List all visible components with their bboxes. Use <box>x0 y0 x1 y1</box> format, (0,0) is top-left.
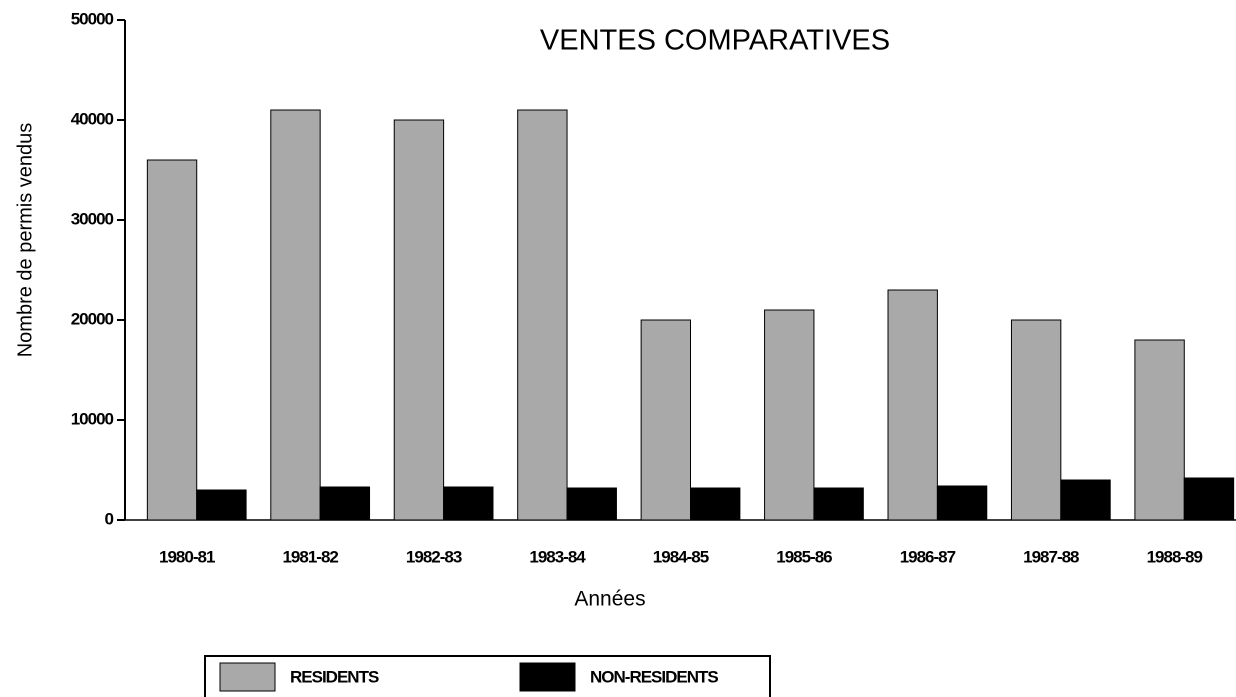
bar <box>936 485 988 521</box>
bar <box>640 319 691 521</box>
y-tick-label: 30000 <box>71 209 114 228</box>
bar <box>1010 319 1062 521</box>
bar <box>393 119 445 521</box>
y-tick-label: 0 <box>105 509 114 528</box>
bar <box>1134 339 1185 521</box>
legend-label: RESIDENTS <box>290 667 379 686</box>
bar <box>1183 477 1235 521</box>
legend-swatch <box>519 662 576 692</box>
bar <box>690 487 741 521</box>
x-tick-label: 1986-87 <box>900 547 956 566</box>
x-tick-label: 1982-83 <box>406 547 462 566</box>
y-tick-label: 10000 <box>71 409 114 428</box>
bar <box>270 109 321 521</box>
x-tick-label: 1981-82 <box>282 547 338 566</box>
bar <box>887 289 938 521</box>
y-tick-label: 20000 <box>71 309 114 328</box>
bar <box>517 109 568 521</box>
x-axis-label: Années <box>574 588 645 611</box>
bar <box>196 489 247 521</box>
legend-box <box>204 655 771 697</box>
y-tick-label: 50000 <box>71 9 114 28</box>
x-tick-label: 1987-88 <box>1023 547 1079 566</box>
bar <box>1060 479 1111 521</box>
bar <box>566 487 617 521</box>
legend-label: NON-RESIDENTS <box>590 667 718 686</box>
x-tick-label: 1985-86 <box>776 547 832 566</box>
y-tick-label: 40000 <box>71 109 114 128</box>
x-tick-label: 1980-81 <box>159 547 215 566</box>
x-tick-label: 1984-85 <box>653 547 709 566</box>
y-axis-label: Nombre de permis vendus <box>14 123 36 358</box>
x-tick-label: 1983-84 <box>529 547 586 566</box>
bar <box>443 486 494 521</box>
bar <box>813 487 864 521</box>
bar <box>764 309 815 521</box>
chart-title: VENTES COMPARATIVES <box>540 25 890 57</box>
bar <box>146 159 198 521</box>
x-tick-label: 1988-89 <box>1147 547 1203 566</box>
bar <box>319 486 371 521</box>
legend-swatch <box>219 662 276 692</box>
